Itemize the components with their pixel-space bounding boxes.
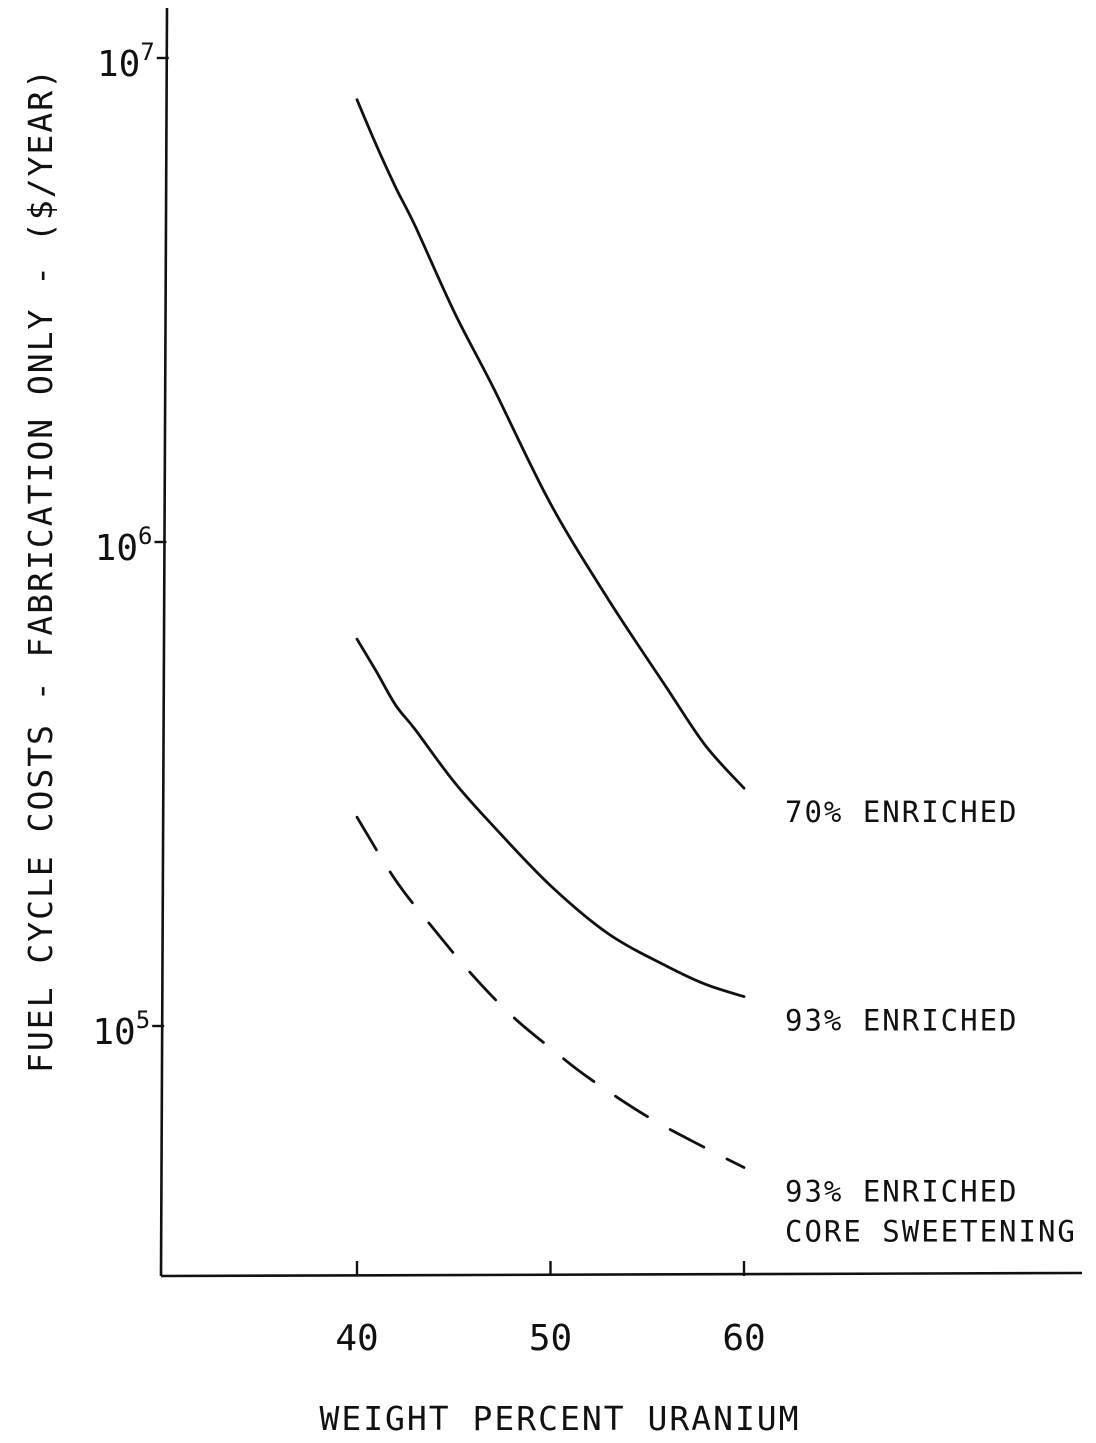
series-group [355, 98, 746, 1169]
y-axis-label: FUEL CYCLE COSTS - FABRICATION ONLY - ($… [21, 67, 60, 1073]
y-tick-label: 106 [95, 522, 153, 569]
series-labels: 70% ENRICHED 93% ENRICHED 93% ENRICHED CORE… [785, 795, 1077, 1249]
x-tick-label: 50 [529, 1318, 572, 1359]
series-label-3: 93% ENRICHED [785, 1175, 1019, 1209]
series-line-3 [355, 815, 746, 1169]
y-tick-label: 107 [97, 38, 155, 85]
x-tick-label: 60 [722, 1318, 765, 1359]
x-axis-line [160, 1271, 1083, 1278]
x-ticks: 40 50 60 [335, 1261, 766, 1359]
series-label-1: 70% ENRICHED [785, 795, 1019, 829]
series-label-2: 93% ENRICHED [785, 1004, 1019, 1038]
y-tick-label: 105 [92, 1006, 150, 1053]
y-tick-exponent: 7 [140, 38, 154, 66]
y-tick-base: 10 [95, 528, 138, 569]
series-line-2 [355, 637, 746, 998]
x-tick-label: 40 [335, 1318, 378, 1359]
y-tick-base: 10 [92, 1012, 135, 1053]
y-tick-base: 10 [97, 44, 140, 85]
series-label-3: CORE SWEETENING [785, 1215, 1077, 1249]
y-axis-line [159, 7, 169, 1277]
y-tick-exponent: 5 [136, 1006, 150, 1034]
y-tick-exponent: 6 [138, 522, 152, 550]
series-line-1 [355, 98, 746, 790]
x-axis-label: WEIGHT PERCENT URANIUM [319, 1399, 800, 1438]
